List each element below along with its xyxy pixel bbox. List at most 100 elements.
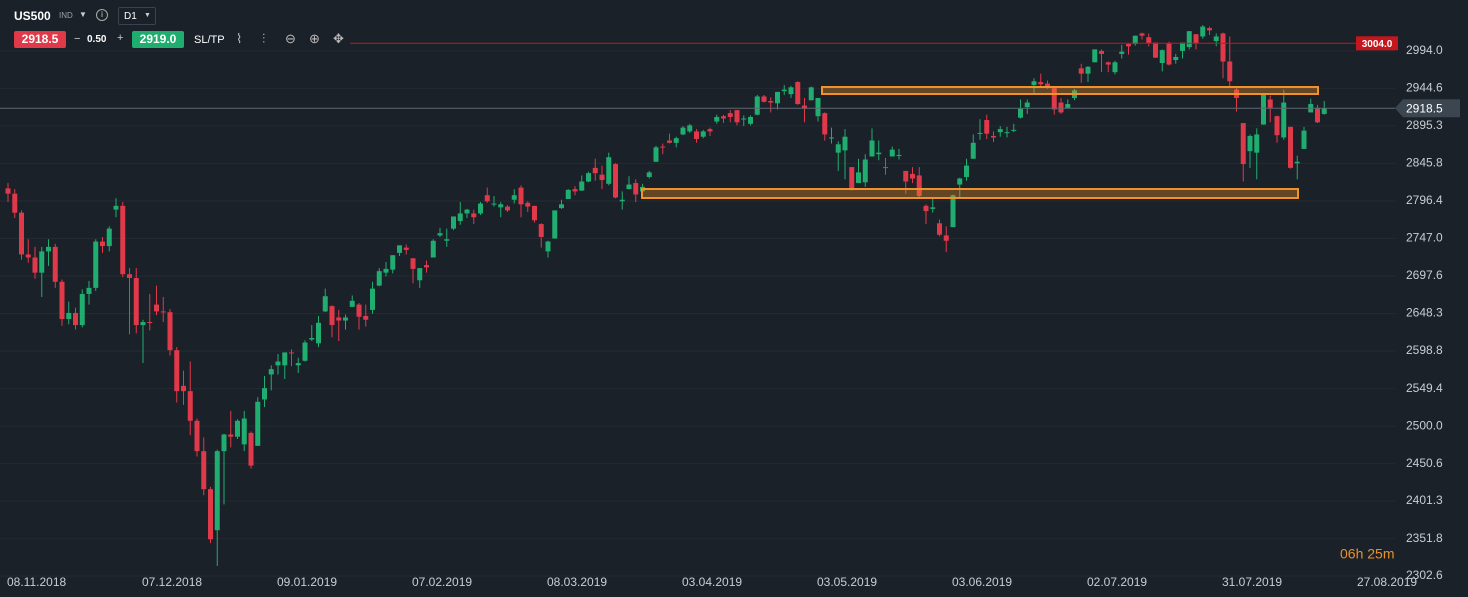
candle-body bbox=[1186, 31, 1192, 48]
symbol[interactable]: US500 bbox=[14, 9, 51, 23]
candle-body bbox=[991, 135, 996, 138]
candle-body bbox=[869, 140, 875, 157]
candle-body bbox=[1126, 44, 1131, 47]
candle-body bbox=[673, 138, 679, 143]
candle-body bbox=[815, 97, 821, 117]
volume[interactable]: 0.50 bbox=[87, 34, 107, 45]
price-label: 3004.0 bbox=[1362, 39, 1393, 50]
candle-body bbox=[721, 116, 726, 119]
x-tick-label: 03.05.2019 bbox=[817, 575, 877, 589]
candle-body bbox=[174, 350, 180, 392]
candle-body bbox=[1092, 49, 1098, 63]
x-tick-label: 02.07.2019 bbox=[1087, 575, 1147, 589]
candle-body bbox=[397, 245, 402, 253]
candle-body bbox=[160, 311, 166, 313]
candle-body bbox=[120, 205, 126, 275]
candle-body bbox=[403, 247, 409, 250]
candle-body bbox=[1166, 43, 1172, 65]
x-tick-label: 03.04.2019 bbox=[682, 575, 742, 589]
candle-body bbox=[235, 420, 240, 437]
y-tick-label: 2401.3 bbox=[1406, 493, 1443, 507]
candle-body bbox=[606, 157, 612, 184]
candle-body bbox=[727, 113, 733, 117]
candle-body bbox=[525, 202, 531, 207]
y-tick-label: 2994.0 bbox=[1406, 43, 1443, 57]
dropdown-arrow[interactable]: ▼ bbox=[79, 10, 87, 19]
candle-body bbox=[923, 205, 929, 212]
sell-button[interactable]: 2918.5 bbox=[14, 31, 66, 48]
candle-body bbox=[1247, 135, 1253, 152]
candle-body bbox=[586, 173, 591, 182]
candle-body bbox=[262, 388, 267, 400]
candle-body bbox=[1159, 50, 1165, 64]
candle-body bbox=[457, 213, 463, 222]
candle-body bbox=[1207, 28, 1212, 31]
candle-body bbox=[79, 293, 85, 326]
candle-body bbox=[181, 385, 186, 392]
sltp-button[interactable]: SL/TP bbox=[194, 34, 225, 46]
info-icon[interactable]: i bbox=[96, 9, 108, 21]
candle-body bbox=[106, 228, 112, 247]
zoom-in-icon[interactable]: ⊕ bbox=[309, 31, 320, 46]
candle-body bbox=[437, 233, 443, 236]
candle-body bbox=[1139, 33, 1145, 36]
candle-body bbox=[268, 369, 274, 375]
candle-body bbox=[1018, 108, 1023, 118]
timeframe-select[interactable] bbox=[118, 7, 156, 25]
candle-body bbox=[1288, 126, 1293, 168]
zoom-out-icon[interactable]: ⊖ bbox=[285, 31, 296, 46]
candle-body bbox=[255, 401, 261, 446]
candle-body bbox=[748, 116, 753, 124]
candle-body bbox=[856, 172, 861, 184]
candle-body bbox=[572, 189, 578, 192]
indicators-icon[interactable]: ⫶ bbox=[262, 31, 266, 46]
candle-body bbox=[1261, 93, 1266, 125]
candle-body bbox=[282, 352, 288, 366]
candle-body bbox=[154, 304, 159, 312]
candle-body bbox=[835, 144, 841, 153]
candle-body bbox=[316, 322, 321, 344]
y-tick-label: 2895.3 bbox=[1406, 118, 1443, 132]
x-tick-label: 08.11.2018 bbox=[7, 575, 66, 589]
candle-body bbox=[208, 489, 213, 540]
x-tick-label: 03.06.2019 bbox=[952, 575, 1012, 589]
minus-button[interactable]: − bbox=[74, 33, 81, 45]
candle-body bbox=[559, 204, 564, 209]
candle-body bbox=[943, 235, 949, 241]
candle-body bbox=[491, 203, 497, 205]
candle-body bbox=[444, 239, 450, 241]
candle-body bbox=[73, 312, 78, 326]
candle-body bbox=[842, 136, 848, 151]
candle-body bbox=[1045, 83, 1050, 89]
candle-body bbox=[417, 268, 423, 281]
chart-type-icon[interactable]: ⌇ bbox=[236, 31, 243, 46]
candle-body bbox=[788, 87, 794, 95]
candle-body bbox=[889, 149, 895, 157]
candle-body bbox=[1173, 56, 1179, 61]
candle-body bbox=[484, 195, 490, 202]
candle-body bbox=[1105, 62, 1111, 65]
dropdown-arrow[interactable]: ▼ bbox=[144, 12, 151, 19]
candle-body bbox=[822, 113, 828, 135]
candle-body bbox=[761, 96, 767, 102]
candle-body bbox=[140, 322, 146, 326]
candle-body bbox=[849, 167, 855, 190]
candle-body bbox=[1301, 130, 1307, 149]
move-icon[interactable]: ✥ bbox=[333, 31, 344, 46]
plus-button[interactable]: + bbox=[117, 32, 124, 44]
resistance-zone bbox=[821, 86, 1319, 95]
candle-body bbox=[376, 271, 382, 286]
candle-body bbox=[59, 281, 65, 320]
candle-body bbox=[32, 257, 38, 273]
candle-body bbox=[1078, 68, 1084, 74]
candle-body bbox=[619, 199, 625, 202]
candle-body bbox=[1112, 62, 1118, 73]
buy-button[interactable]: 2919.0 bbox=[132, 31, 184, 48]
candle-body bbox=[592, 167, 598, 174]
candle-body bbox=[862, 159, 868, 183]
candle-body bbox=[1011, 129, 1017, 131]
candle-body bbox=[343, 317, 348, 321]
candle-body bbox=[52, 246, 58, 282]
candle-body bbox=[1267, 99, 1273, 108]
candle-body bbox=[1321, 108, 1327, 114]
